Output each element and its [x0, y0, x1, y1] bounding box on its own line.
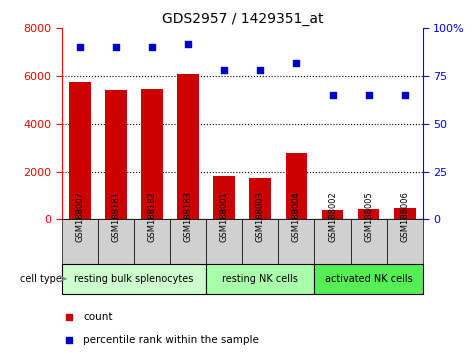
Point: [365, 92, 372, 98]
Bar: [278, 219, 314, 264]
Bar: [98, 219, 134, 264]
Text: resting bulk splenocytes: resting bulk splenocytes: [74, 274, 194, 284]
Bar: [387, 219, 423, 264]
Text: activated NK cells: activated NK cells: [325, 274, 412, 284]
Bar: [62, 264, 206, 294]
Text: GSM188002: GSM188002: [328, 191, 337, 241]
Bar: [170, 219, 206, 264]
Text: GSM188181: GSM188181: [112, 191, 120, 241]
Text: GSM188003: GSM188003: [256, 191, 265, 241]
Bar: [358, 209, 380, 219]
Text: GSM188004: GSM188004: [292, 191, 301, 241]
Text: count: count: [84, 312, 113, 322]
Bar: [322, 210, 343, 219]
Bar: [394, 208, 416, 219]
Text: percentile rank within the sample: percentile rank within the sample: [84, 335, 259, 345]
Bar: [134, 219, 170, 264]
Text: GSM188182: GSM188182: [148, 191, 156, 241]
Point: [112, 45, 120, 50]
Point: [65, 314, 73, 320]
Text: resting NK cells: resting NK cells: [222, 274, 298, 284]
Text: cell type: cell type: [20, 274, 62, 284]
Bar: [314, 219, 351, 264]
Title: GDS2957 / 1429351_at: GDS2957 / 1429351_at: [162, 12, 323, 26]
Bar: [351, 219, 387, 264]
Point: [220, 68, 228, 73]
Text: GSM188001: GSM188001: [220, 191, 228, 241]
Point: [184, 41, 192, 46]
Point: [293, 60, 300, 65]
Text: GSM188183: GSM188183: [184, 190, 192, 241]
Point: [329, 92, 336, 98]
Bar: [249, 178, 271, 219]
Point: [401, 92, 408, 98]
Bar: [177, 74, 199, 219]
Text: GSM188005: GSM188005: [364, 191, 373, 241]
Bar: [206, 264, 314, 294]
Text: GSM188006: GSM188006: [400, 191, 409, 241]
Bar: [206, 219, 242, 264]
Text: GSM188007: GSM188007: [76, 191, 84, 241]
Bar: [213, 176, 235, 219]
Point: [76, 45, 84, 50]
Bar: [141, 88, 163, 219]
Bar: [105, 91, 127, 219]
Bar: [314, 264, 423, 294]
Point: [256, 68, 264, 73]
Bar: [62, 219, 98, 264]
Point: [65, 337, 73, 343]
Bar: [285, 153, 307, 219]
Bar: [242, 219, 278, 264]
Bar: [69, 82, 91, 219]
Point: [148, 45, 156, 50]
